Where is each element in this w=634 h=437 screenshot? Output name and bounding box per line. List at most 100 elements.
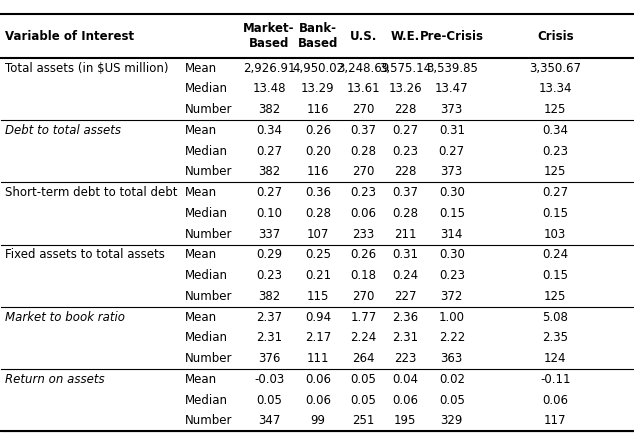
Text: 373: 373 [441,166,463,178]
Text: Number: Number [184,166,232,178]
Text: Mean: Mean [184,62,217,75]
Text: 0.02: 0.02 [439,373,465,386]
Text: 382: 382 [258,290,280,303]
Text: 13.29: 13.29 [301,83,335,95]
Text: Market to book ratio: Market to book ratio [4,311,124,324]
Text: 270: 270 [353,103,375,116]
Text: 0.04: 0.04 [392,373,418,386]
Text: 116: 116 [307,103,329,116]
Text: 382: 382 [258,103,280,116]
Text: U.S.: U.S. [350,30,377,43]
Text: 228: 228 [394,103,417,116]
Text: 0.30: 0.30 [439,186,465,199]
Text: 0.15: 0.15 [542,207,568,220]
Text: 0.27: 0.27 [439,145,465,158]
Text: 0.36: 0.36 [305,186,331,199]
Text: 3,350.67: 3,350.67 [529,62,581,75]
Text: Median: Median [184,269,228,282]
Text: 13.61: 13.61 [347,83,380,95]
Text: Median: Median [184,331,228,344]
Text: 115: 115 [307,290,329,303]
Text: 2.24: 2.24 [350,331,377,344]
Text: Mean: Mean [184,248,217,261]
Text: W.E.: W.E. [391,30,420,43]
Text: 251: 251 [353,414,375,427]
Text: Number: Number [184,352,232,365]
Text: 270: 270 [353,166,375,178]
Text: 1.77: 1.77 [350,311,377,324]
Text: 13.26: 13.26 [388,83,422,95]
Text: 0.05: 0.05 [256,394,282,407]
Text: 0.27: 0.27 [542,186,568,199]
Text: 0.05: 0.05 [351,373,377,386]
Text: 363: 363 [441,352,463,365]
Text: 0.34: 0.34 [256,124,282,137]
Text: Short-term debt to total debt: Short-term debt to total debt [4,186,177,199]
Text: 2.36: 2.36 [392,311,418,324]
Text: 111: 111 [307,352,329,365]
Text: 270: 270 [353,290,375,303]
Text: Pre-Crisis: Pre-Crisis [420,30,484,43]
Text: 0.27: 0.27 [392,124,418,137]
Text: 0.26: 0.26 [351,248,377,261]
Text: 0.94: 0.94 [305,311,331,324]
Text: 0.20: 0.20 [305,145,331,158]
Text: Mean: Mean [184,124,217,137]
Text: 382: 382 [258,166,280,178]
Text: 0.06: 0.06 [305,373,331,386]
Text: 0.23: 0.23 [256,269,282,282]
Text: -0.11: -0.11 [540,373,571,386]
Text: 347: 347 [258,414,280,427]
Text: 227: 227 [394,290,417,303]
Text: 2.37: 2.37 [256,311,282,324]
Text: 228: 228 [394,166,417,178]
Text: Market-
Based: Market- Based [243,22,295,50]
Text: 0.37: 0.37 [351,124,377,137]
Text: 3,539.85: 3,539.85 [426,62,477,75]
Text: 223: 223 [394,352,417,365]
Text: 0.15: 0.15 [542,269,568,282]
Text: 0.27: 0.27 [256,145,282,158]
Text: 99: 99 [311,414,325,427]
Text: 2.35: 2.35 [542,331,568,344]
Text: Number: Number [184,414,232,427]
Text: 0.26: 0.26 [305,124,331,137]
Text: Mean: Mean [184,186,217,199]
Text: 0.15: 0.15 [439,207,465,220]
Text: 0.24: 0.24 [392,269,418,282]
Text: 233: 233 [353,228,375,241]
Text: 0.06: 0.06 [392,394,418,407]
Text: Median: Median [184,394,228,407]
Text: 0.28: 0.28 [392,207,418,220]
Text: 0.37: 0.37 [392,186,418,199]
Text: Variable of Interest: Variable of Interest [4,30,134,43]
Text: 2.17: 2.17 [305,331,331,344]
Text: Median: Median [184,207,228,220]
Text: Median: Median [184,145,228,158]
Text: 13.34: 13.34 [538,83,572,95]
Text: 0.31: 0.31 [439,124,465,137]
Text: 0.24: 0.24 [542,248,568,261]
Text: 195: 195 [394,414,417,427]
Text: 5.08: 5.08 [542,311,568,324]
Text: 0.06: 0.06 [351,207,377,220]
Text: 3,248.69: 3,248.69 [337,62,389,75]
Text: 0.34: 0.34 [542,124,568,137]
Text: 2.22: 2.22 [439,331,465,344]
Text: 2.31: 2.31 [256,331,282,344]
Text: 0.10: 0.10 [256,207,282,220]
Text: Mean: Mean [184,311,217,324]
Text: 125: 125 [544,103,566,116]
Text: 13.47: 13.47 [435,83,469,95]
Text: 211: 211 [394,228,417,241]
Text: 0.29: 0.29 [256,248,282,261]
Text: 0.05: 0.05 [439,394,465,407]
Text: Bank-
Based: Bank- Based [298,22,338,50]
Text: 0.28: 0.28 [305,207,331,220]
Text: -0.03: -0.03 [254,373,284,386]
Text: 13.48: 13.48 [252,83,286,95]
Text: 0.28: 0.28 [351,145,377,158]
Text: 103: 103 [544,228,566,241]
Text: Crisis: Crisis [537,30,574,43]
Text: Debt to total assets: Debt to total assets [4,124,120,137]
